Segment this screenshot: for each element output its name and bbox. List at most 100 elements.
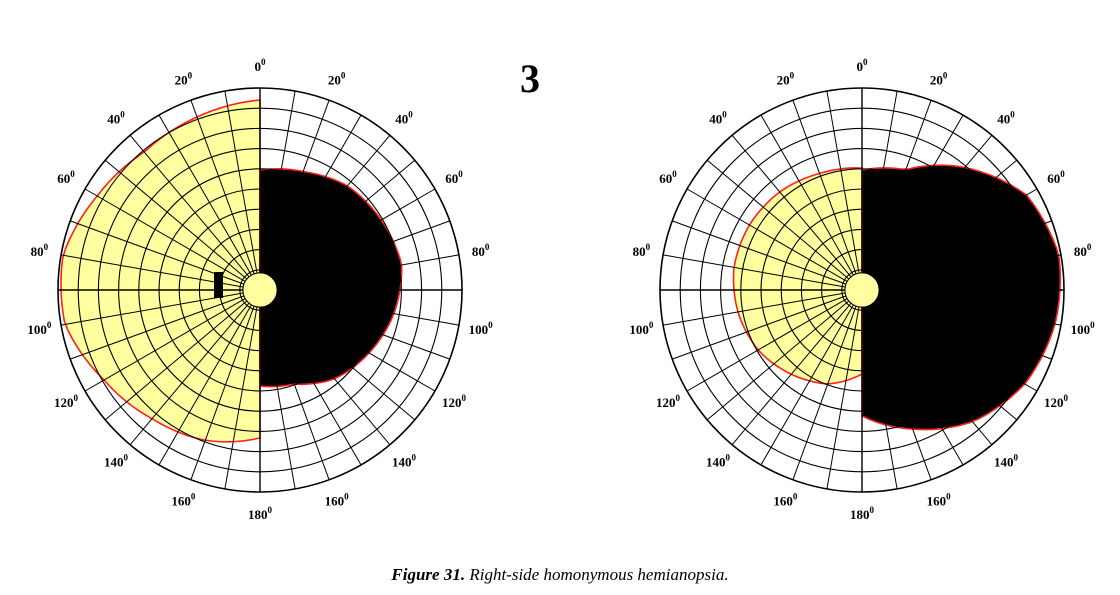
- degree-superscript: 0: [722, 109, 727, 119]
- degree-label: 1600: [927, 492, 952, 509]
- degree-superscript: 0: [412, 453, 417, 463]
- degree-label: 1200: [442, 393, 467, 410]
- meridian-line: [686, 298, 848, 392]
- meridian-line: [874, 300, 1018, 421]
- caption-label: Figure 31.: [391, 565, 466, 584]
- meridian-line: [265, 305, 330, 480]
- meridian-line: [190, 100, 255, 275]
- degree-label: 1200: [54, 393, 79, 410]
- meridian-line: [876, 188, 1038, 282]
- meridian-line: [272, 159, 416, 280]
- caption-text: Right-side homonymous hemianopsia.: [465, 565, 729, 584]
- meridian-line: [272, 300, 416, 421]
- degree-label: 00: [857, 57, 869, 74]
- meridian-line: [864, 306, 898, 489]
- degree-superscript: 0: [649, 320, 654, 330]
- degree-superscript: 0: [191, 492, 196, 502]
- degree-superscript: 0: [485, 242, 490, 252]
- degree-label: 600: [445, 169, 463, 186]
- meridian-line: [262, 91, 296, 274]
- meridian-line: [70, 295, 245, 360]
- degree-label: 1400: [994, 453, 1019, 470]
- meridian-line: [663, 292, 846, 326]
- meridian-line: [265, 100, 330, 275]
- degree-superscript: 0: [1010, 109, 1015, 119]
- degree-label: 200: [930, 71, 948, 88]
- meridian-line: [826, 306, 860, 489]
- degree-superscript: 0: [44, 242, 49, 252]
- degree-label: 600: [57, 169, 75, 186]
- degree-label: 600: [659, 169, 677, 186]
- meridian-line: [104, 300, 248, 421]
- meridian-line: [84, 188, 246, 282]
- meridian-line: [84, 298, 246, 392]
- meridian-line: [706, 300, 850, 421]
- degree-superscript: 0: [120, 109, 125, 119]
- fixation-disc: [242, 272, 278, 308]
- meridian-line: [870, 114, 964, 276]
- degree-superscript: 0: [793, 492, 798, 502]
- degree-superscript: 0: [870, 505, 875, 515]
- meridian-line: [874, 159, 1018, 280]
- degree-label: 1600: [171, 492, 196, 509]
- degree-superscript: 0: [47, 320, 52, 330]
- blind-field-area: [861, 164, 1062, 431]
- degree-superscript: 0: [790, 71, 795, 81]
- meridian-line: [706, 159, 850, 280]
- meridian-line: [129, 134, 250, 278]
- degree-superscript: 0: [672, 169, 677, 179]
- degree-superscript: 0: [268, 505, 273, 515]
- degree-label: 1400: [706, 453, 731, 470]
- degree-label: 00: [255, 57, 267, 74]
- meridian-line: [672, 220, 847, 285]
- meridian-line: [731, 302, 852, 446]
- degree-label: 800: [633, 242, 651, 259]
- meridian-line: [792, 100, 857, 275]
- degree-superscript: 0: [408, 109, 413, 119]
- degree-label: 1000: [629, 320, 654, 337]
- meridian-line: [158, 114, 252, 276]
- seeing-field-area: [732, 167, 863, 385]
- meridian-line: [686, 188, 848, 282]
- degree-label: 1000: [27, 320, 52, 337]
- degree-label: 1600: [325, 492, 350, 509]
- visual-field-chart-right-eye: 0020040060080010001200140016001800160014…: [629, 57, 1095, 522]
- meridian-line: [129, 302, 250, 446]
- degree-label: 200: [328, 71, 346, 88]
- meridian-line: [275, 220, 450, 285]
- meridian-line: [262, 306, 296, 489]
- meridian-line: [792, 305, 857, 480]
- meridian-line: [275, 295, 450, 360]
- meridian-line: [276, 254, 459, 288]
- degree-label: 1000: [469, 320, 494, 337]
- degree-superscript: 0: [863, 57, 868, 67]
- degree-label: 800: [472, 242, 490, 259]
- degree-superscript: 0: [946, 492, 951, 502]
- degree-superscript: 0: [70, 169, 75, 179]
- degree-label: 1400: [392, 453, 417, 470]
- degree-superscript: 0: [1064, 393, 1069, 403]
- degree-label: 1800: [248, 505, 273, 522]
- degree-superscript: 0: [458, 169, 463, 179]
- figure-caption: Figure 31. Right-side homonymous hemiano…: [0, 565, 1120, 585]
- meridian-line: [274, 298, 436, 392]
- visual-field-chart-left-eye: 0020040060080010001200140016001800160014…: [27, 57, 493, 522]
- meridian-line: [270, 302, 391, 446]
- degree-superscript: 0: [462, 393, 467, 403]
- meridian-line: [104, 159, 248, 280]
- degree-superscript: 0: [1090, 320, 1095, 330]
- meridian-line: [190, 305, 255, 480]
- degree-superscript: 0: [1087, 242, 1092, 252]
- meridian-line: [61, 292, 244, 326]
- degree-superscript: 0: [943, 71, 948, 81]
- degree-label: 1800: [850, 505, 875, 522]
- degree-label: 400: [709, 109, 727, 126]
- degree-label: 400: [107, 109, 125, 126]
- meridian-line: [276, 292, 459, 326]
- degree-superscript: 0: [188, 71, 193, 81]
- degree-superscript: 0: [1014, 453, 1019, 463]
- degree-superscript: 0: [646, 242, 651, 252]
- degree-superscript: 0: [676, 393, 681, 403]
- degree-label: 600: [1047, 169, 1065, 186]
- degree-label: 800: [1074, 242, 1092, 259]
